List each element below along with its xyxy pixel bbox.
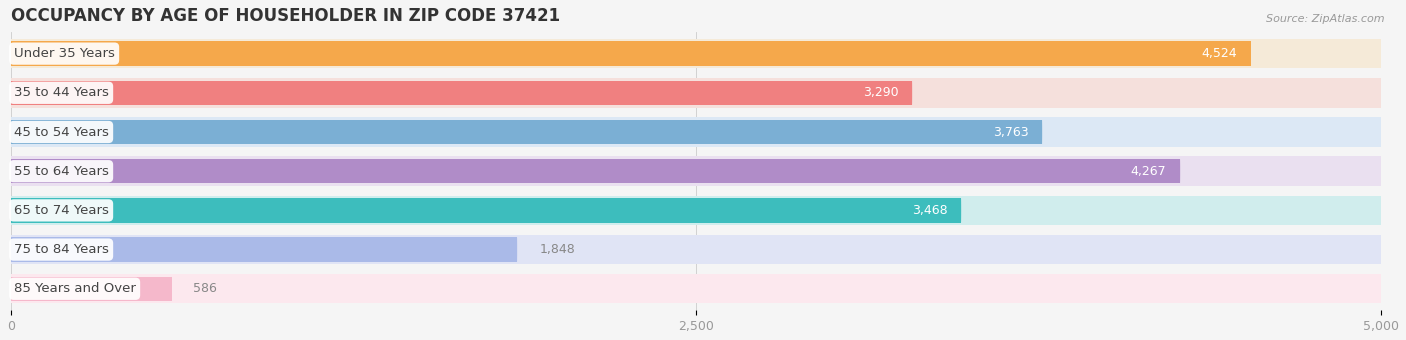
Text: 3,468: 3,468: [912, 204, 948, 217]
Text: 4,524: 4,524: [1201, 47, 1237, 60]
Bar: [11, 39, 1381, 68]
Text: 586: 586: [194, 282, 218, 295]
Text: 3,763: 3,763: [993, 125, 1028, 138]
Text: OCCUPANCY BY AGE OF HOUSEHOLDER IN ZIP CODE 37421: OCCUPANCY BY AGE OF HOUSEHOLDER IN ZIP C…: [11, 7, 560, 25]
Bar: [11, 274, 1381, 304]
Bar: [11, 117, 1381, 147]
Text: 3,290: 3,290: [863, 86, 898, 99]
Text: Under 35 Years: Under 35 Years: [14, 47, 114, 60]
Text: 45 to 54 Years: 45 to 54 Years: [14, 125, 108, 138]
Bar: [11, 235, 1381, 264]
Text: 75 to 84 Years: 75 to 84 Years: [14, 243, 108, 256]
Bar: [11, 196, 1381, 225]
Text: 1,848: 1,848: [540, 243, 575, 256]
Bar: [11, 81, 912, 105]
Bar: [11, 277, 172, 301]
Text: 55 to 64 Years: 55 to 64 Years: [14, 165, 108, 178]
Bar: [11, 159, 1180, 183]
Bar: [11, 41, 1250, 66]
Bar: [11, 156, 1381, 186]
Text: 65 to 74 Years: 65 to 74 Years: [14, 204, 108, 217]
Text: 35 to 44 Years: 35 to 44 Years: [14, 86, 108, 99]
Text: 85 Years and Over: 85 Years and Over: [14, 282, 135, 295]
Text: 4,267: 4,267: [1130, 165, 1167, 178]
Bar: [11, 237, 517, 262]
Bar: [11, 78, 1381, 107]
Bar: [11, 198, 962, 223]
Text: Source: ZipAtlas.com: Source: ZipAtlas.com: [1267, 14, 1385, 23]
Bar: [11, 120, 1042, 144]
